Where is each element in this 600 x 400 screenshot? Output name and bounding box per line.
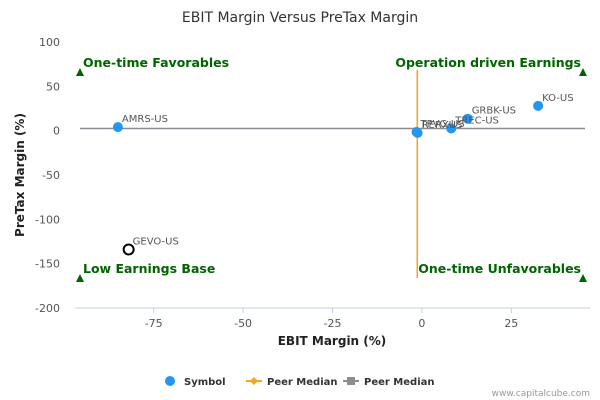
x-tick-label: 25 <box>504 317 518 330</box>
quadrant-labels: One-time Favorables Operation driven Earn… <box>76 55 587 282</box>
legend-label: Peer Median <box>364 377 435 388</box>
legend-label: Peer Median <box>267 377 338 388</box>
x-axis-ticks: -75 -50 -25 0 25 <box>145 308 518 330</box>
data-point-label: RERXUS <box>422 120 463 131</box>
legend-symbol-diamond <box>250 377 258 385</box>
y-axis-title: PreTax Margin (%) <box>13 113 27 237</box>
x-axis-title: EBIT Margin (%) <box>278 334 387 348</box>
y-tick-label: 0 <box>53 125 60 138</box>
quadrant-label-top-left: One-time Favorables <box>83 55 229 70</box>
x-tick-label: 0 <box>418 317 425 330</box>
quadrant-marker-bottom-left <box>76 274 84 282</box>
x-tick-label: -75 <box>145 317 163 330</box>
quadrant-label-top-right: Operation driven Earnings <box>395 55 581 70</box>
data-point <box>446 123 457 134</box>
data-point-label: KO-US <box>542 93 573 104</box>
data-point-label: TPVG-US <box>420 119 465 130</box>
quadrant-marker-top-right <box>579 68 587 76</box>
y-axis-ticks: 100 50 0 -50 -100 -150 -200 <box>35 36 60 315</box>
x-tick-label: -50 <box>234 317 252 330</box>
y-tick-label: -150 <box>35 258 60 271</box>
chart-title: EBIT Margin Versus PreTax Margin <box>182 10 418 26</box>
data-point-hollow <box>122 243 135 256</box>
quadrant-label-bottom-right: One-time Unfavorables <box>418 261 581 276</box>
legend-label: Symbol <box>184 377 226 388</box>
y-tick-label: -200 <box>35 302 60 315</box>
y-tick-label: -50 <box>42 169 60 182</box>
data-point <box>533 100 544 111</box>
data-point-label: AMRS-US <box>122 114 168 125</box>
y-tick-label: 50 <box>46 80 60 93</box>
quadrant-marker-bottom-right <box>579 274 587 282</box>
data-point <box>112 122 123 133</box>
x-tick-label: -25 <box>324 317 342 330</box>
data-point-label: TREC-US <box>454 115 499 126</box>
quadrant-marker-top-left <box>76 68 84 76</box>
y-tick-label: -100 <box>35 213 60 226</box>
legend-symbol-circle <box>165 376 175 386</box>
data-point <box>412 127 423 138</box>
watermark-text: www.capitalcube.com <box>492 389 590 399</box>
data-point-label: GRBK-US <box>472 106 516 117</box>
legend-symbol-square <box>347 377 355 385</box>
chart-legend: Symbol Peer Median Peer Median <box>165 376 435 388</box>
y-tick-label: 100 <box>39 36 60 49</box>
peer-median-lines <box>80 70 585 278</box>
quadrant-label-bottom-left: Low Earnings Base <box>83 261 215 276</box>
data-point-label: GEVO-US <box>133 236 179 247</box>
data-point <box>462 113 473 124</box>
